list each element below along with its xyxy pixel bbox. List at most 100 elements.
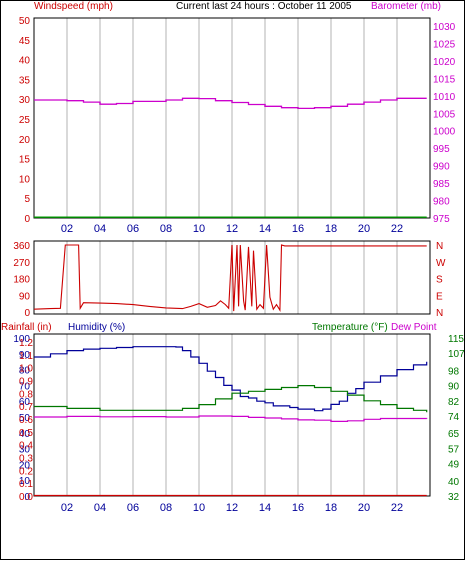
humidity-tick-label: 40 — [19, 429, 31, 440]
humidity-tick-label: 50 — [19, 413, 31, 424]
temperature-tick-label: 65 — [448, 429, 460, 440]
direction-compass-label: E — [436, 291, 443, 302]
temperature-tick-label: 49 — [448, 460, 460, 471]
temperature-tick-label: 115 — [448, 334, 464, 345]
windspeed-tick-label: 50 — [19, 16, 31, 27]
barometer-tick-label: 985 — [433, 179, 450, 190]
rainfall-tick-label: 0.2 — [19, 466, 33, 477]
barometer-tick-label: 995 — [433, 144, 450, 155]
humidity-tick-label: 60 — [19, 397, 31, 408]
humidity-tick-label: 100 — [13, 334, 30, 345]
barometer-tick-label: 1015 — [433, 74, 456, 85]
x-tick-label-bottom: 06 — [127, 502, 139, 514]
rainfall-tick-label: 0.1 — [19, 479, 33, 490]
temperature-tick-label: 57 — [448, 444, 460, 455]
x-tick-label-bottom: 04 — [94, 502, 106, 514]
dewpoint-series-line — [34, 415, 428, 422]
barometer-tick-label: 1020 — [433, 57, 456, 68]
x-tick-label-bottom: 18 — [325, 502, 337, 514]
rainfall-tick-label: 0.3 — [19, 454, 33, 465]
x-tick-label-bottom: 10 — [193, 502, 205, 514]
direction-compass-label: N — [436, 241, 443, 252]
rainfall-tick-label: 1.1 — [19, 351, 33, 362]
humidity-tick-label: 0 — [24, 492, 30, 503]
temperature-tick-label: 32 — [448, 492, 460, 503]
barometer-tick-label: 1025 — [433, 39, 456, 50]
x-tick-label-bottom: 16 — [292, 502, 304, 514]
temperature-tick-label: 107 — [448, 349, 465, 360]
temperature-series-line — [34, 385, 428, 413]
x-tick-label-top: 14 — [259, 223, 271, 235]
rainfall-tick-label: 0.7 — [19, 402, 33, 413]
windspeed-tick-label: 15 — [19, 155, 31, 166]
windspeed-tick-label: 25 — [19, 115, 31, 126]
barometer-axis-title: Barometer (mb) — [371, 1, 441, 12]
humidity-axis-title: Humidity (%) — [68, 322, 125, 333]
barometer-tick-label: 980 — [433, 197, 450, 208]
chart-main-title: Current last 24 hours : October 11 2005 — [176, 1, 352, 12]
windspeed-tick-label: 35 — [19, 75, 31, 86]
windspeed-tick-label: 5 — [24, 194, 30, 205]
windspeed-tick-label: 30 — [19, 95, 31, 106]
rainfall-tick-label: 0.6 — [19, 415, 33, 426]
temperature-tick-label: 82 — [448, 397, 460, 408]
x-tick-label-top: 10 — [193, 223, 205, 235]
x-tick-label-top: 18 — [325, 223, 337, 235]
temperature-tick-label: 98 — [448, 366, 460, 377]
barometer-tick-label: 975 — [433, 214, 450, 225]
barometer-series-line — [34, 97, 427, 110]
temperature-tick-label: 90 — [448, 382, 460, 393]
direction-degree-label: 180 — [13, 275, 30, 286]
windspeed-tick-label: 40 — [19, 56, 31, 67]
dewpoint-axis-title: Dew Point — [391, 322, 437, 333]
rainfall-tick-label: 1.0 — [19, 364, 33, 375]
direction-degree-label: 270 — [13, 258, 30, 269]
x-tick-label-top: 12 — [226, 223, 238, 235]
x-tick-label-bottom: 22 — [391, 502, 403, 514]
temperature-tick-label: 74 — [448, 412, 460, 423]
rainfall-tick-label: 0.9 — [19, 377, 33, 388]
x-tick-label-bottom: 14 — [259, 502, 271, 514]
plot-layer: 0510152025303540455097598098599099510001… — [13, 16, 465, 514]
x-tick-label-top: 08 — [160, 223, 172, 235]
wind-direction-series-line — [33, 244, 427, 312]
direction-compass-label: N — [436, 308, 443, 319]
windspeed-tick-label: 0 — [24, 214, 30, 225]
direction-degree-label: 360 — [13, 241, 30, 252]
barometer-tick-label: 1000 — [433, 127, 456, 138]
humidity-tick-label: 80 — [19, 366, 31, 377]
humidity-tick-label: 30 — [19, 445, 31, 456]
x-tick-label-top: 16 — [292, 223, 304, 235]
x-tick-label-bottom: 20 — [358, 502, 370, 514]
rainfall-tick-label: 1.2 — [19, 338, 33, 349]
x-tick-label-bottom: 08 — [160, 502, 172, 514]
rainfall-tick-label: 0.5 — [19, 428, 33, 439]
humidity-tick-label: 90 — [19, 350, 31, 361]
direction-compass-label: W — [436, 258, 446, 269]
x-tick-label-bottom: 12 — [226, 502, 238, 514]
rainfall-tick-label: 0.8 — [19, 389, 33, 400]
direction-compass-label: S — [436, 275, 443, 286]
windspeed-tick-label: 45 — [19, 36, 31, 47]
direction-degree-label: 90 — [19, 291, 31, 302]
barometer-tick-label: 1005 — [433, 109, 456, 120]
humidity-series-line — [34, 346, 428, 412]
direction-degree-label: 0 — [24, 308, 30, 319]
barometer-tick-label: 1030 — [433, 22, 456, 33]
windspeed-tick-label: 10 — [19, 174, 31, 185]
x-tick-label-bottom: 02 — [61, 502, 73, 514]
windspeed-tick-label: 20 — [19, 135, 31, 146]
barometer-tick-label: 990 — [433, 162, 450, 173]
x-tick-label-top: 06 — [127, 223, 139, 235]
wind-baro-panel-frame — [33, 17, 431, 219]
x-tick-label-top: 22 — [391, 223, 403, 235]
temperature-tick-label: 40 — [448, 477, 460, 488]
rainfall-tick-label: 0.4 — [19, 441, 33, 452]
humidity-tick-label: 20 — [19, 460, 31, 471]
temperature-axis-title: Temperature (°F) — [312, 322, 388, 333]
wind-direction-panel-frame — [33, 240, 431, 315]
humidity-tick-label: 10 — [19, 476, 31, 487]
rainfall-axis-title: Rainfall (in) — [1, 322, 52, 333]
